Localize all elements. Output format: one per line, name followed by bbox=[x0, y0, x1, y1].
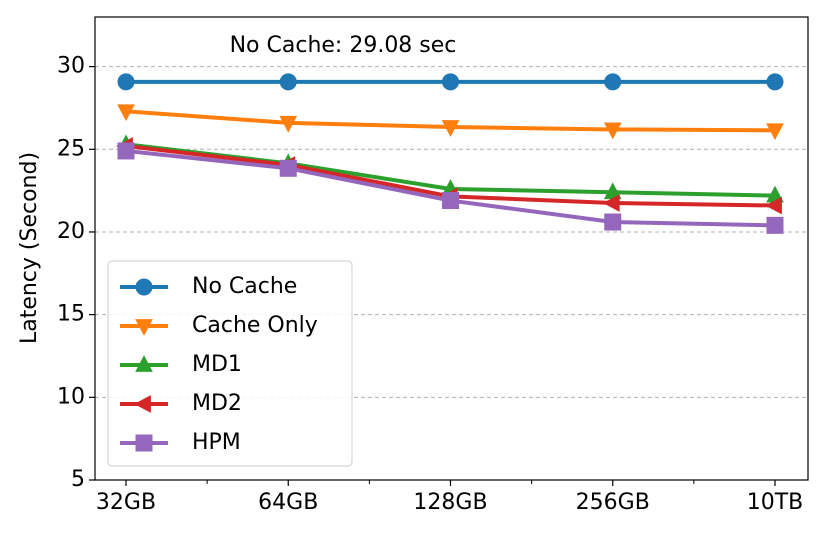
legend-label: No Cache bbox=[192, 274, 297, 299]
marker bbox=[134, 395, 151, 413]
marker bbox=[766, 216, 784, 234]
legend: No Cache Cache Only MD1 MD2 HPM bbox=[107, 260, 353, 467]
x-tick-label: 10TB bbox=[747, 490, 804, 515]
marker bbox=[279, 115, 298, 133]
x-tick-label: 32GB bbox=[96, 490, 156, 515]
y-tick-label: 15 bbox=[57, 302, 85, 327]
marker bbox=[603, 122, 622, 140]
x-tick-label: 64GB bbox=[258, 490, 318, 515]
marker bbox=[602, 194, 620, 212]
marker bbox=[604, 213, 622, 231]
legend-label: MD2 bbox=[192, 391, 242, 416]
legend-label: Cache Only bbox=[192, 313, 318, 338]
marker bbox=[117, 73, 135, 91]
y-tick-label: 30 bbox=[57, 54, 85, 79]
marker bbox=[442, 73, 459, 91]
marker bbox=[766, 123, 784, 141]
y-axis-label: Latency (Second) bbox=[17, 152, 42, 344]
x-tick-label: 128GB bbox=[413, 490, 487, 515]
legend-label: HPM bbox=[192, 430, 241, 455]
marker bbox=[441, 120, 460, 137]
y-tick-label: 20 bbox=[57, 219, 85, 244]
marker bbox=[135, 319, 153, 336]
marker bbox=[765, 196, 782, 215]
marker bbox=[604, 73, 622, 91]
marker bbox=[135, 355, 153, 372]
marker bbox=[117, 142, 135, 160]
y-tick-label: 5 bbox=[71, 467, 85, 492]
marker bbox=[135, 278, 153, 296]
legend-box bbox=[107, 260, 353, 467]
marker bbox=[117, 104, 135, 122]
plot-frame bbox=[94, 16, 809, 481]
y-tick-label: 10 bbox=[57, 384, 85, 409]
y-tick-label: 25 bbox=[57, 136, 85, 161]
legend-label: MD1 bbox=[192, 352, 242, 377]
marker bbox=[766, 73, 784, 91]
marker bbox=[135, 434, 153, 452]
marker bbox=[279, 159, 297, 177]
x-tick-label: 256GB bbox=[576, 490, 650, 515]
annotation: No Cache: 29.08 sec bbox=[230, 33, 457, 58]
marker bbox=[442, 192, 459, 210]
marker bbox=[279, 73, 297, 91]
